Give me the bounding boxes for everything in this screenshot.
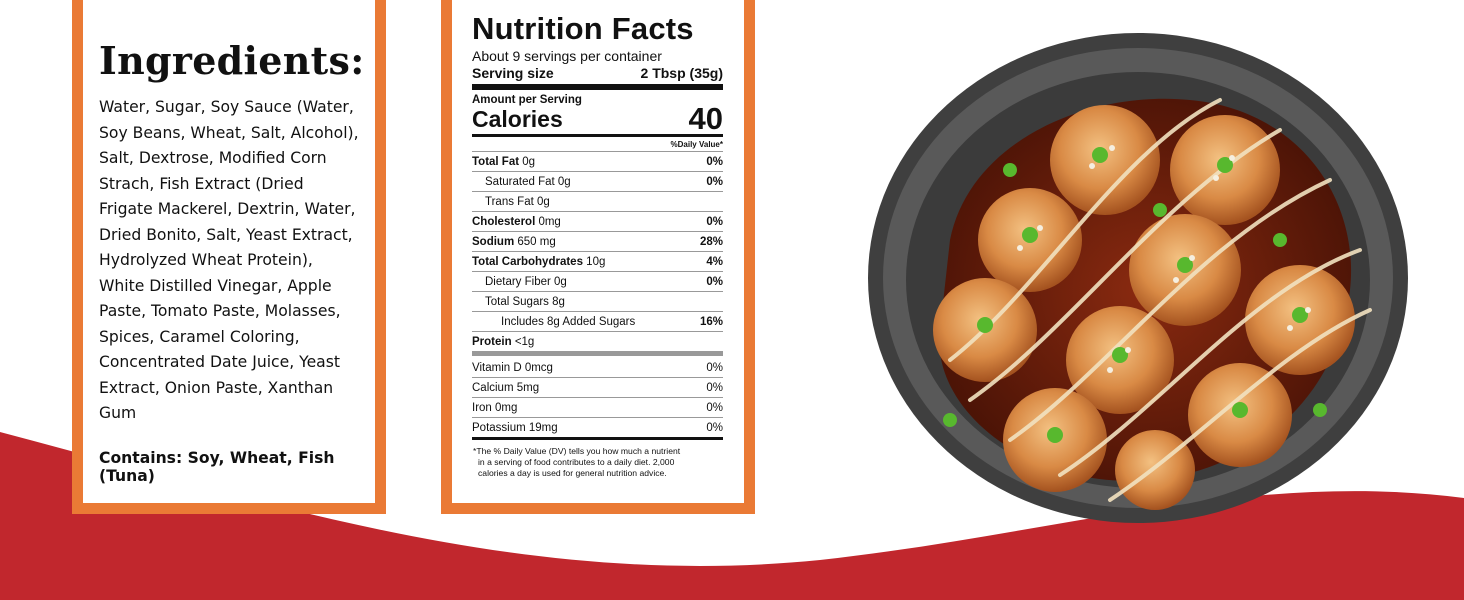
nutrient-name: Includes 8g Added Sugars — [501, 316, 636, 328]
nutrient-dv: 0% — [706, 156, 723, 168]
footnote-line: *The % Daily Value (DV) tells you how mu… — [473, 446, 681, 456]
nutrient-row-sodium: Sodium 650 mg 28% — [472, 233, 723, 252]
calories-value: 40 — [688, 101, 723, 136]
mayo-drizzle — [948, 98, 1372, 502]
nutrition-facts-panel: Nutrition Facts About 9 servings per con… — [452, 0, 744, 503]
amount-per-serving: Amount per Serving — [472, 94, 582, 106]
takoyaki-plate-icon — [868, 33, 1408, 523]
daily-value-footnote: *The % Daily Value (DV) tells you how mu… — [472, 446, 723, 479]
nutrient-name: Total Fat — [472, 156, 520, 168]
nutrient-row-cholesterol: Cholesterol 0mg 0% — [472, 213, 723, 232]
ingredients-panel: Ingredients: Water, Sugar, Soy Sauce (Wa… — [83, 0, 375, 503]
nutrient-row-trans-fat: Trans Fat 0g — [472, 193, 723, 212]
nutrient-row-saturated-fat: Saturated Fat 0g 0% — [472, 173, 723, 192]
nutrient-name: Dietary Fiber 0g — [485, 276, 567, 288]
vitamin-dv: 0% — [706, 362, 723, 374]
nutrient-name: Saturated Fat 0g — [485, 176, 571, 188]
vitamin-row-vitamin-d: Vitamin D 0mcg 0% — [472, 359, 723, 378]
calories-row: Calories 40 — [472, 101, 723, 137]
nutrient-amount: <1g — [511, 336, 535, 348]
servings-per-container: About 9 servings per container — [472, 48, 662, 64]
nutrient-row-total-fat: Total Fat 0g 0% — [472, 153, 723, 172]
allergen-statement: Contains: Soy, Wheat, Fish (Tuna) — [99, 448, 335, 485]
nutrient-row-total-carbohydrates: Total Carbohydrates 10g 4% — [472, 253, 723, 272]
nutrient-dv: 28% — [699, 236, 723, 248]
nutrient-name: Sodium — [472, 236, 515, 248]
footnote-line: in a serving of food contributes to a da… — [478, 457, 675, 467]
vitamin-row-iron: Iron 0mg 0% — [472, 399, 723, 418]
nutrient-name: Trans Fat 0g — [485, 196, 550, 208]
nutrient-amount: 650 mg — [514, 236, 556, 248]
green-onion-garnish — [943, 147, 1327, 443]
ingredients-list: Water, Sugar, Soy Sauce (Water, Soy Bean… — [99, 98, 359, 422]
nutrient-amount: 0g — [519, 156, 536, 168]
nutrient-name: Total Carbohydrates — [472, 256, 583, 268]
nutrient-amount: 0mg — [535, 216, 561, 228]
vitamin-row-potassium: Potassium 19mg 0% — [472, 419, 723, 440]
vitamin-name: Vitamin D 0mcg — [472, 362, 553, 374]
vitamin-name: Calcium 5mg — [472, 382, 540, 394]
nutrient-dv: 0% — [706, 276, 723, 288]
nutrient-amount: 10g — [582, 256, 606, 268]
nutrient-dv: 16% — [699, 316, 723, 328]
serving-size-label: Serving size — [472, 65, 554, 81]
vitamin-name: Iron 0mg — [472, 402, 518, 414]
nutrient-row-protein: Protein <1g — [472, 333, 723, 356]
vitamin-name: Potassium 19mg — [472, 422, 558, 434]
serving-size-row: Serving size 2 Tbsp (35g) — [472, 64, 723, 90]
footnote-line: calories a day is used for general nutri… — [478, 468, 667, 478]
nutrient-name: Protein — [472, 336, 512, 348]
vitamin-dv: 0% — [706, 422, 723, 434]
calories-label: Calories — [472, 106, 563, 132]
serving-size-value: 2 Tbsp (35g) — [640, 65, 723, 81]
daily-value-header: %Daily Value* — [472, 137, 723, 152]
nutrient-row-added-sugars: Includes 8g Added Sugars 16% — [472, 313, 723, 332]
nutrient-dv: 0% — [706, 176, 723, 188]
nutrition-card: Nutrition Facts About 9 servings per con… — [441, 0, 755, 514]
vitamin-row-calcium: Calcium 5mg 0% — [472, 379, 723, 398]
nutrient-name: Cholesterol — [472, 216, 536, 228]
ingredients-title: Ingredients: — [99, 38, 365, 83]
nutrient-row-dietary-fiber: Dietary Fiber 0g 0% — [472, 273, 723, 292]
nutrient-name: Total Sugars 8g — [485, 296, 565, 308]
nutrient-row-total-sugars: Total Sugars 8g — [472, 293, 723, 312]
nutrition-title: Nutrition Facts — [472, 11, 694, 46]
nutrient-dv: 4% — [706, 256, 723, 268]
nutrient-dv: 0% — [706, 216, 723, 228]
ingredients-card: Ingredients: Water, Sugar, Soy Sauce (Wa… — [72, 0, 386, 514]
vitamin-dv: 0% — [706, 382, 723, 394]
vitamin-dv: 0% — [706, 402, 723, 414]
sesame-garnish — [1017, 145, 1311, 373]
